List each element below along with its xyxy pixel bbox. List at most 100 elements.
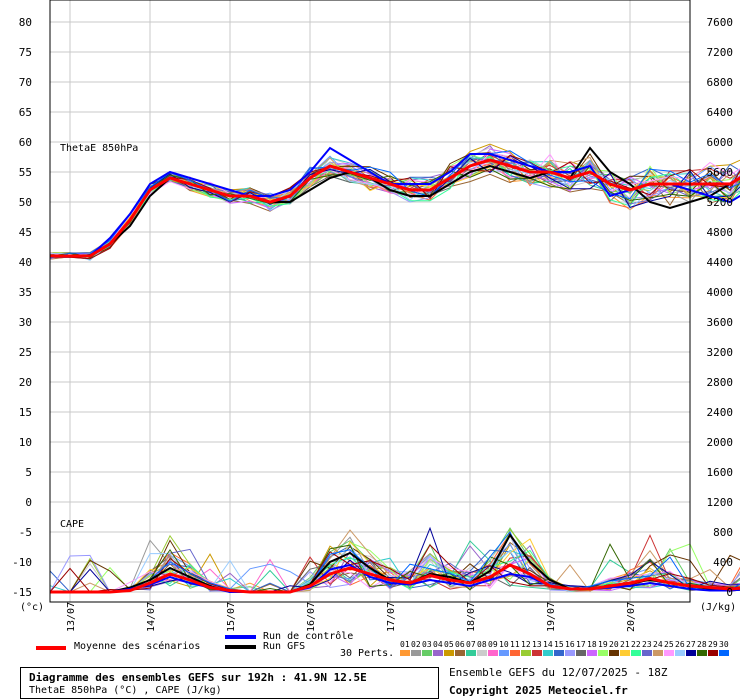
pert-swatch [719, 650, 729, 656]
plot-frame [49, 0, 691, 603]
pert-theta-23 [49, 158, 740, 259]
left-tick-label: 55 [19, 166, 32, 179]
run-info: Ensemble GEFS du 12/07/2025 - 18Z [449, 666, 668, 679]
info-box: Diagramme des ensembles GEFS sur 192h : … [20, 667, 439, 699]
x-tick-label: 14/07 [146, 602, 157, 632]
x-tick-label: 17/07 [386, 602, 397, 632]
pert-number: 16 [565, 640, 575, 649]
pert-swatch [543, 650, 553, 656]
pert-number: 14 [543, 640, 553, 649]
pert-swatch [477, 650, 487, 656]
right-tick-label: 1200 [707, 496, 734, 509]
pert-swatch [422, 650, 432, 656]
pert-theta-22 [49, 156, 740, 261]
pert-number: 15 [554, 640, 564, 649]
pert-swatch [411, 650, 421, 656]
pert-swatch [598, 650, 608, 656]
pert-number: 03 [422, 640, 432, 649]
pert-swatch [532, 650, 542, 656]
pert-number: 19 [598, 640, 608, 649]
pert-theta-27 [49, 155, 740, 258]
right-tick-label: 3600 [707, 316, 734, 329]
left-tick-label: 75 [19, 46, 32, 59]
right-tick-label: 7200 [707, 46, 734, 59]
pert-number: 12 [521, 640, 531, 649]
pert-number: 28 [697, 640, 707, 649]
perturbation-legend: 01 02 03 04 05 06 07 08 09 10 11 12 13 14 15 16 17 18 19 20… [400, 640, 729, 656]
right-tick-label: 0 [726, 586, 733, 599]
pert-number: 09 [488, 640, 498, 649]
pert-theta-24 [49, 156, 740, 260]
left-tick-label: -5 [19, 526, 32, 539]
pert-swatch [631, 650, 641, 656]
pert-number: 20 [609, 640, 619, 649]
pert-theta-21 [49, 157, 740, 258]
left-tick-label: 50 [19, 196, 32, 209]
x-tick-label: 18/07 [466, 602, 477, 632]
pert-number: 13 [532, 640, 542, 649]
right-tick-label: 2000 [707, 436, 734, 449]
pert-swatch [554, 650, 564, 656]
right-tick-label: 2400 [707, 406, 734, 419]
right-tick-label: 2800 [707, 376, 734, 389]
x-tick-label: 20/07 [626, 602, 637, 632]
left-tick-label: 70 [19, 76, 32, 89]
pert-number: 08 [477, 640, 487, 649]
pert-number: 05 [444, 640, 454, 649]
perts-label: 30 Perts. [340, 648, 394, 659]
pert-theta-13 [49, 154, 740, 258]
left-tick-label: -15 [12, 586, 32, 599]
grid [50, 0, 690, 602]
left-tick-label: 10 [19, 436, 32, 449]
pert-swatch [587, 650, 597, 656]
right-tick-label: 4800 [707, 226, 734, 239]
legend-gfs: Run GFS [263, 641, 306, 652]
left-tick-label: 45 [19, 226, 32, 239]
pert-number: 02 [411, 640, 421, 649]
legend-control: Run de contrôle [263, 631, 354, 642]
pert-swatch [620, 650, 630, 656]
x-tick-label: 15/07 [226, 602, 237, 632]
pert-number: 06 [455, 640, 465, 649]
pert-swatch [510, 650, 520, 656]
pert-number: 21 [620, 640, 630, 649]
right-tick-label: 6800 [707, 76, 734, 89]
pert-number: 26 [675, 640, 685, 649]
pert-swatch [609, 650, 619, 656]
copyright: Copyright 2025 Meteociel.fr [449, 684, 628, 697]
left-tick-label: 5 [25, 466, 32, 479]
pert-swatch [455, 650, 465, 656]
cape-series-label: CAPE [60, 519, 84, 530]
pert-swatch [400, 650, 410, 656]
pert-swatch [488, 650, 498, 656]
legend-mean: Moyenne des scénarios [74, 641, 201, 652]
right-axis-ticks: 7600720068006400600056005200480044004000… [707, 16, 734, 599]
pert-number: 22 [631, 640, 641, 649]
right-axis-unit: (J/kg) [700, 602, 736, 613]
legend-swatches [36, 635, 256, 650]
left-tick-label: 65 [19, 106, 32, 119]
right-tick-label: 4400 [707, 256, 734, 269]
pert-swatch [675, 650, 685, 656]
pert-swatch [444, 650, 454, 656]
pert-theta-29 [50, 154, 740, 260]
info-title: Diagramme des ensembles GEFS sur 192h : … [29, 671, 367, 684]
right-tick-label: 800 [713, 526, 733, 539]
x-tick-label: 13/07 [66, 602, 77, 632]
right-tick-label: 7600 [707, 16, 734, 29]
left-tick-label: 80 [19, 16, 32, 29]
pert-number: 18 [587, 640, 597, 649]
pert-swatch [697, 650, 707, 656]
pert-number: 24 [653, 640, 663, 649]
pert-theta-15 [49, 153, 740, 258]
right-tick-label: 1600 [707, 466, 734, 479]
x-tick-label: 16/07 [306, 602, 317, 632]
pert-swatch [653, 650, 663, 656]
right-tick-label: 6400 [707, 106, 734, 119]
x-tick-label: 19/07 [546, 602, 557, 632]
pert-swatch [433, 650, 443, 656]
pert-number: 10 [499, 640, 509, 649]
right-tick-label: 3200 [707, 346, 734, 359]
pert-number: 04 [433, 640, 443, 649]
